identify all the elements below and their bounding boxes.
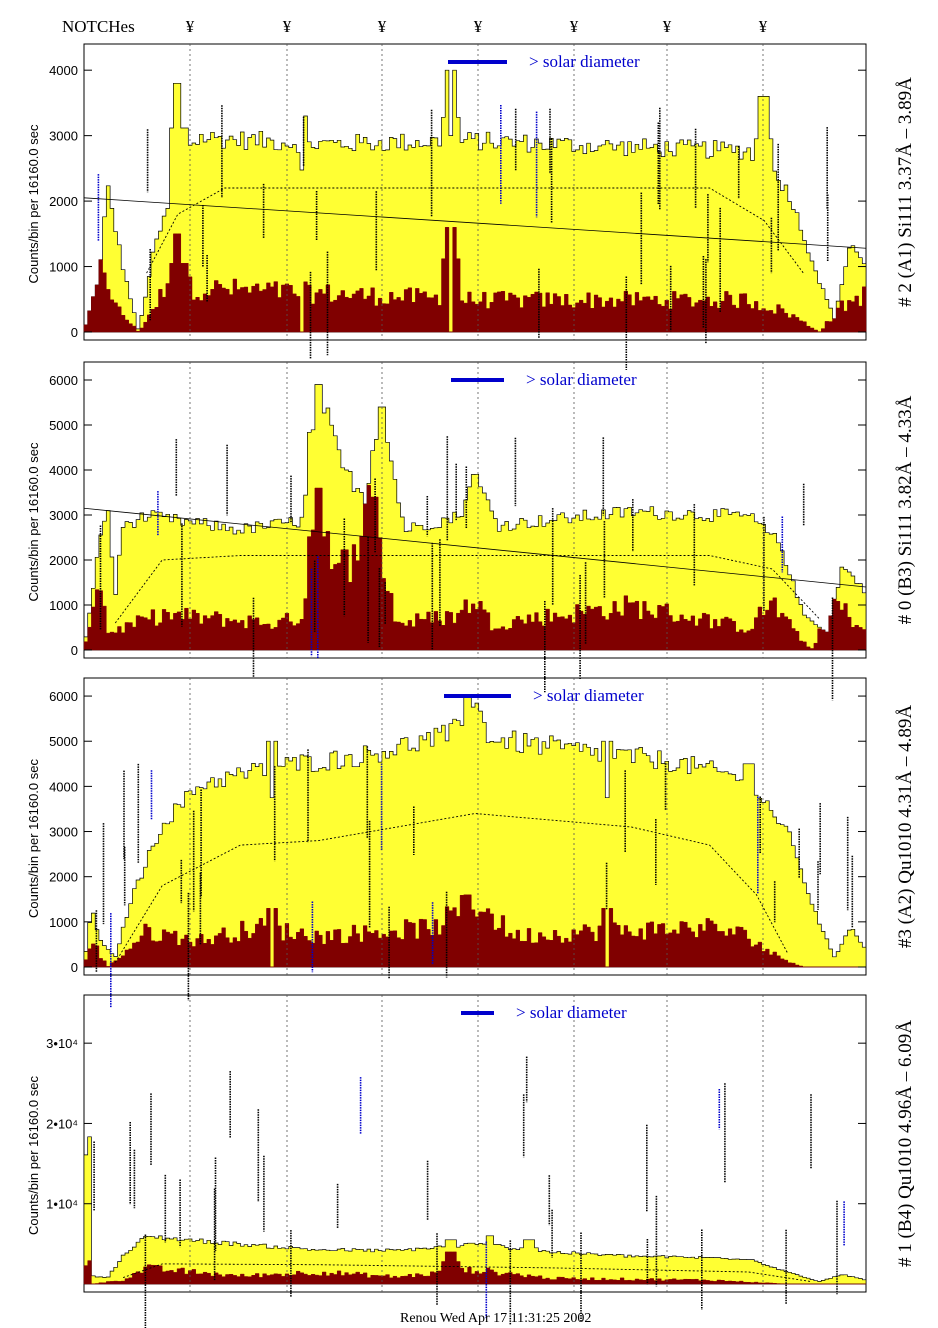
chart-panel-3: 0 1000 2000 3000 4000 5000 6000 Counts/bin per … — [26, 677, 916, 1008]
y-tick-label: 3000 — [49, 825, 78, 840]
solar-diameter-label: > solar diameter — [529, 52, 640, 71]
y-tick-label: 4000 — [49, 463, 78, 478]
background-histogram — [83, 485, 867, 651]
notch-marker-3: ¥ — [378, 17, 387, 36]
fit-line — [83, 507, 867, 588]
y-tick-label: 6000 — [49, 373, 78, 388]
fit-line — [83, 197, 867, 249]
notch-marker-4: ¥ — [474, 17, 483, 36]
y-tick-label: 5000 — [49, 418, 78, 433]
y-axis-label: Counts/bin per 16160.0 sec — [26, 759, 41, 918]
y-axis-label: Counts/bin per 16160.0 sec — [26, 1076, 41, 1235]
y-tick-label: 2•10⁴ — [46, 1116, 78, 1131]
plot-frame — [83, 677, 867, 976]
solar-diameter-label: > solar diameter — [526, 370, 637, 389]
y-tick-label: 0 — [71, 960, 78, 975]
y-tick-label: 1•10⁴ — [46, 1197, 78, 1212]
total-counts-histogram — [83, 1136, 867, 1285]
panel-title: # 0 (B3) Si111 3.82Å – 4.33Å — [895, 395, 916, 624]
notch-marker-7: ¥ — [759, 17, 768, 36]
panel-title: # 1 (B4) Qu1010 4.96Å – 6.09Å — [895, 1020, 916, 1267]
total-counts-histogram — [83, 695, 867, 968]
solar-diameter-label: > solar diameter — [533, 686, 644, 705]
y-tick-label: 5000 — [49, 734, 78, 749]
notch-marker-1: ¥ — [186, 17, 195, 36]
y-tick-label: 4000 — [49, 779, 78, 794]
notch-marks: ¥ ¥ ¥ ¥ ¥ ¥ ¥ — [186, 17, 768, 36]
y-tick-label: 3000 — [49, 129, 78, 144]
y-tick-label: 2000 — [49, 194, 78, 209]
solar-diameter-label: > solar diameter — [516, 1003, 627, 1022]
model-curve — [114, 555, 820, 624]
panel-title: # 2 (A1) Si111 3.37Å – 3.89Å — [895, 77, 916, 307]
y-tick-label: 6000 — [49, 689, 78, 704]
y-tick-label: 3•10⁴ — [46, 1036, 78, 1051]
plot-frame — [83, 994, 867, 1293]
chart-panel-4: 1•10⁴ 2•10⁴ 3•10⁴ Counts/bin per 16160.0 se… — [26, 994, 916, 1328]
y-tick-label: 0 — [71, 325, 78, 340]
y-tick-label: 4000 — [49, 63, 78, 78]
y-tick-label: 3000 — [49, 508, 78, 523]
background-histogram — [83, 1251, 866, 1285]
notch-marker-6: ¥ — [663, 17, 672, 36]
y-tick-label: 1000 — [49, 598, 78, 613]
chart-panel-2: 0 1000 2000 3000 4000 5000 6000 Counts/bin per … — [26, 361, 916, 701]
plot-frame — [83, 361, 867, 659]
background-histogram — [83, 227, 867, 333]
notches-label: NOTCHes — [62, 17, 135, 36]
panel-title: #3 (A2) Qu1010 4.31Å – 4.89Å — [895, 705, 916, 949]
total-counts-histogram — [83, 384, 867, 651]
plot-frame — [83, 43, 867, 341]
y-axis-label: Counts/bin per 16160.0 sec — [26, 442, 41, 601]
notch-marker-5: ¥ — [570, 17, 579, 36]
y-tick-label: 2000 — [49, 870, 78, 885]
y-tick-label: 1000 — [49, 915, 78, 930]
y-axis-label: Counts/bin per 16160.0 sec — [26, 124, 41, 283]
y-tick-label: 0 — [71, 643, 78, 658]
y-tick-label: 1000 — [49, 260, 78, 275]
notch-marker-2: ¥ — [283, 17, 292, 36]
background-histogram — [83, 894, 866, 968]
y-tick-label: 2000 — [49, 553, 78, 568]
model-curve — [114, 813, 789, 963]
footer-timestamp: Renou Wed Apr 17 11:31:25 2002 — [400, 1311, 591, 1326]
chart-panels: 0 1000 2000 3000 4000 Counts/bin per 16160.0 … — [26, 43, 916, 1328]
chart-panel-1: 0 1000 2000 3000 4000 Counts/bin per 16160.0 … — [26, 43, 916, 370]
